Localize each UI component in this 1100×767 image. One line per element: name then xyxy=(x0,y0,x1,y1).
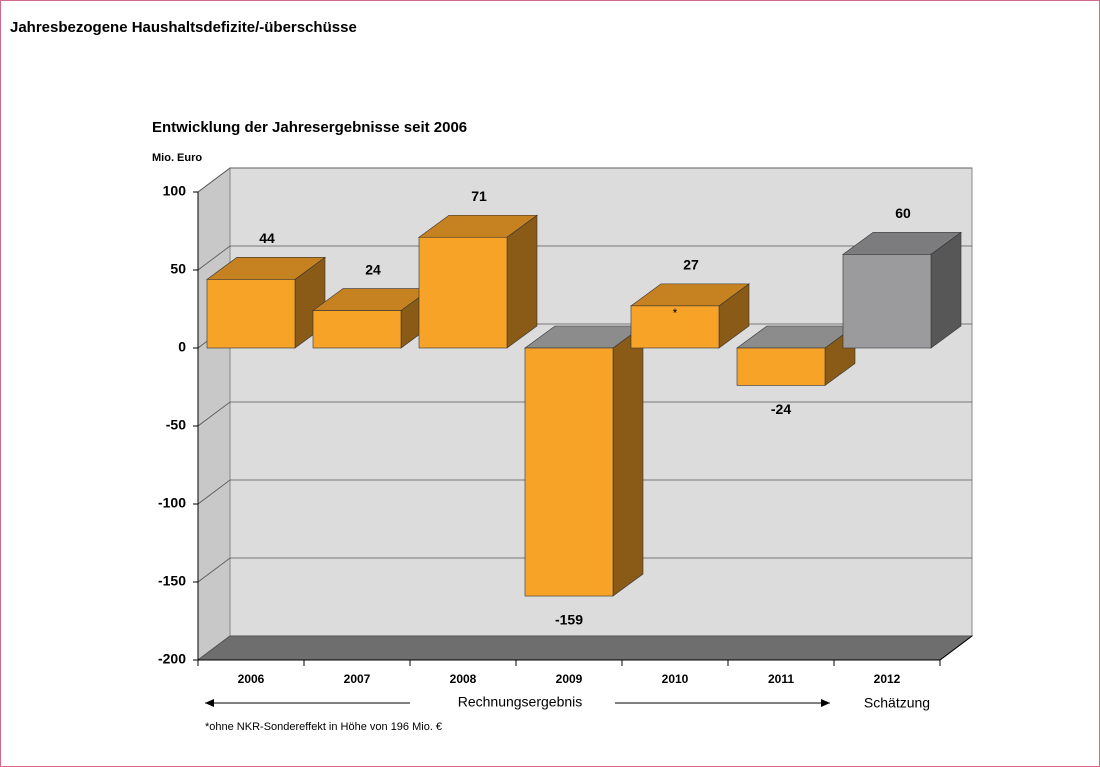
x-tick-label: 2008 xyxy=(450,672,477,686)
bar xyxy=(842,254,932,349)
grid-line xyxy=(197,401,972,427)
bar-note: * xyxy=(673,306,678,320)
bar xyxy=(524,347,614,597)
value-label: 60 xyxy=(895,205,911,221)
grid-line xyxy=(197,479,972,505)
y-tick-label: 50 xyxy=(170,261,186,277)
bar xyxy=(630,305,720,349)
value-label: 71 xyxy=(471,188,487,204)
y-tick-label: -200 xyxy=(158,651,186,667)
footnote: *ohne NKR-Sondereffekt in Höhe von 196 M… xyxy=(205,721,442,733)
y-tick-label: -150 xyxy=(158,573,186,589)
plot: -200 -150 -100 -50 0 50 100 2006 44 2007 24 2008 71 2… xyxy=(158,167,974,686)
value-label: -24 xyxy=(771,401,791,417)
bar xyxy=(736,347,826,386)
y-tick-label: 0 xyxy=(178,339,186,355)
annotation: Rechnungsergebnis xyxy=(458,694,583,710)
bar xyxy=(312,310,402,349)
value-label: 24 xyxy=(365,261,381,277)
x-axis-depth xyxy=(939,635,973,661)
y-tick-label: -100 xyxy=(158,495,186,511)
x-tick-label: 2012 xyxy=(874,672,901,686)
grid-line xyxy=(197,245,972,271)
x-tick-label: 2007 xyxy=(344,672,371,686)
bar xyxy=(418,236,508,349)
x-tick-label: 2010 xyxy=(662,672,689,686)
bar-side xyxy=(506,214,538,349)
bar-side xyxy=(612,325,644,597)
chart-title: Entwicklung der Jahresergebnisse seit 20… xyxy=(152,119,467,136)
floor xyxy=(196,635,974,661)
bar xyxy=(206,279,296,349)
arrow-head xyxy=(205,699,214,707)
y-axis-label: Mio. Euro xyxy=(152,152,202,164)
annotation: Schätzung xyxy=(864,695,930,711)
header-title: Jahresbezogene Haushaltsdefizite/-übersc… xyxy=(10,19,357,36)
arrow-head xyxy=(821,699,830,707)
value-label: 27 xyxy=(683,257,699,273)
y-tick-label: -50 xyxy=(166,417,186,433)
grid-line xyxy=(197,167,972,193)
grid-line xyxy=(197,557,972,583)
y-tick-label: 100 xyxy=(163,183,187,199)
value-label: 44 xyxy=(259,230,275,246)
x-tick-label: 2009 xyxy=(556,672,583,686)
x-tick-label: 2011 xyxy=(768,672,794,686)
grid-line xyxy=(197,635,972,661)
value-label: -159 xyxy=(555,612,583,628)
x-tick-label: 2006 xyxy=(238,672,265,686)
